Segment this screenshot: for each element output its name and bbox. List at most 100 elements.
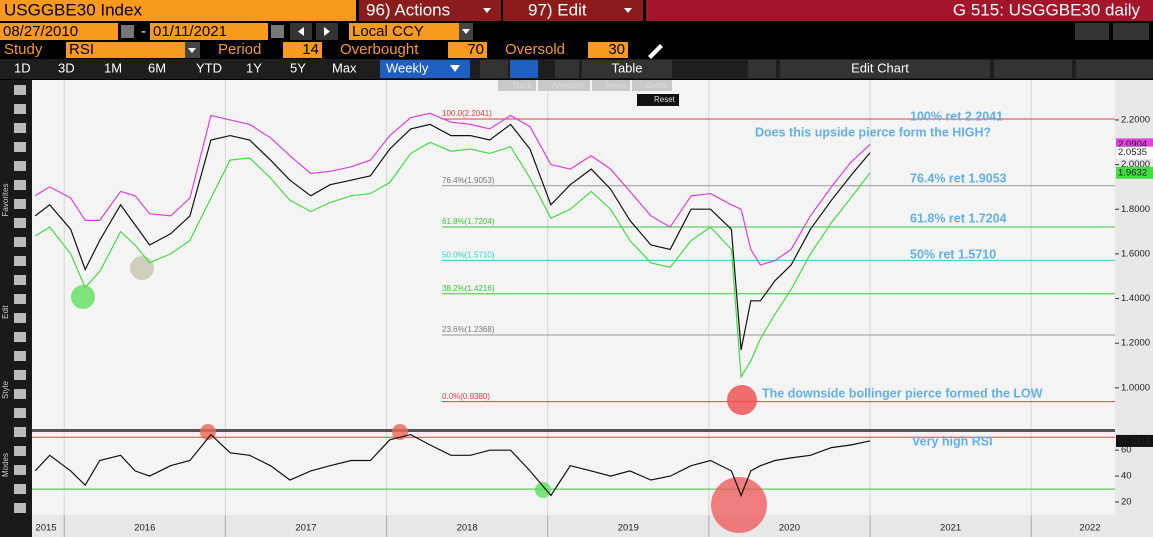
retracement-label: 23.6%(1.2368)	[442, 325, 495, 334]
edit-chart-button[interactable]	[780, 60, 990, 78]
tool-icon[interactable]	[14, 85, 26, 95]
tool-icon[interactable]	[14, 142, 26, 152]
x-tick-label: 2018	[457, 523, 478, 534]
undo-button[interactable]	[1075, 23, 1109, 40]
line-chart-button[interactable]	[480, 60, 508, 78]
pen-icon[interactable]	[648, 44, 663, 59]
currency: Local CCY	[352, 23, 424, 40]
period-button[interactable]	[186, 60, 230, 78]
tool-icon[interactable]	[14, 313, 26, 323]
tool-icon[interactable]	[14, 408, 26, 418]
period-button[interactable]	[94, 60, 134, 78]
x-tick-label: 2021	[940, 523, 961, 534]
period: 14	[302, 41, 319, 58]
side-toolbar	[0, 80, 32, 537]
dropdown-arrow	[188, 48, 196, 53]
chart-tool-label: Zoom	[646, 81, 667, 90]
redo-button[interactable]	[1113, 23, 1149, 40]
tool-icon[interactable]	[14, 104, 26, 114]
x-axis-panel	[32, 515, 1153, 537]
tool-icon[interactable]	[14, 294, 26, 304]
annotation: 61.8% ret 1.7204	[910, 211, 1007, 225]
tool-icon[interactable]	[14, 275, 26, 285]
screen-title-bar	[646, 0, 1153, 21]
tool-icon[interactable]	[14, 218, 26, 228]
tool-icon[interactable]	[14, 332, 26, 342]
calendar-icon[interactable]	[121, 25, 134, 38]
security-field[interactable]	[0, 0, 356, 21]
period-button[interactable]	[48, 60, 88, 78]
highlight-circle	[130, 256, 154, 280]
period-label: 6M	[148, 60, 166, 75]
currency-field[interactable]	[349, 23, 459, 40]
period-field[interactable]	[283, 42, 322, 58]
chart-tool-button[interactable]	[592, 80, 630, 91]
tool-icon[interactable]	[14, 370, 26, 380]
next-arrow	[324, 27, 330, 36]
collapse-button[interactable]	[748, 60, 776, 78]
bar-chart-button[interactable]	[510, 60, 538, 78]
x-tick-label: 2016	[134, 523, 155, 534]
dropdown-arrow	[462, 29, 470, 34]
overbought: 70	[467, 41, 484, 58]
tool-icon[interactable]	[14, 180, 26, 190]
annotation: 76.4% ret 1.9053	[910, 171, 1007, 185]
tool-icon[interactable]	[14, 351, 26, 361]
tool-icon[interactable]	[14, 161, 26, 171]
table: Table	[611, 60, 642, 75]
chart-tool-button[interactable]	[538, 80, 590, 91]
frequency-button[interactable]	[380, 60, 470, 78]
chart-type-dropdown[interactable]	[555, 60, 579, 78]
tool-icon[interactable]	[14, 427, 26, 437]
tool-icon[interactable]	[14, 503, 26, 513]
price-panel	[32, 80, 1115, 430]
tool-icon[interactable]	[14, 446, 26, 456]
y-tick-label: 1.4000	[1121, 293, 1150, 304]
period-label: YTD	[196, 60, 222, 75]
overbought-field[interactable]	[448, 42, 487, 58]
period-button[interactable]	[4, 60, 44, 78]
period-button[interactable]	[138, 60, 178, 78]
period-button[interactable]	[236, 60, 280, 78]
edit-chart: Edit Chart	[851, 60, 909, 75]
start-date-field[interactable]	[0, 23, 118, 40]
period-button[interactable]	[322, 60, 366, 78]
end-date-field[interactable]	[150, 23, 268, 40]
period-label: Period	[218, 41, 261, 58]
actions-menu[interactable]	[359, 0, 501, 21]
study-label: Study	[4, 41, 43, 58]
chart-tool-button[interactable]	[498, 80, 536, 91]
tool-icon[interactable]	[14, 237, 26, 247]
frequency: Weekly	[386, 60, 429, 75]
highlight-circle	[727, 385, 757, 415]
retracement-label: 50.0%(1.5710)	[442, 250, 495, 259]
tool-icon[interactable]	[14, 123, 26, 133]
start-date: 08/27/2010	[3, 23, 78, 40]
chart-tool-label: Track	[512, 81, 533, 90]
edit-menu[interactable]	[503, 0, 643, 21]
reset-button[interactable]	[637, 94, 679, 106]
annotation: Does this upside pierce form the HIGH?	[755, 125, 991, 139]
series-line	[34, 141, 871, 379]
tool-icon[interactable]	[14, 199, 26, 209]
chart-tool-button[interactable]	[632, 80, 672, 91]
annotation: 50% ret 1.5710	[910, 247, 996, 261]
table-button[interactable]	[582, 60, 672, 78]
period-label: 1D	[14, 60, 31, 75]
calendar-icon[interactable]	[271, 25, 284, 38]
oversold: 30	[608, 41, 625, 58]
y-tick-label: 1.2000	[1121, 338, 1150, 349]
tool-icon[interactable]	[14, 465, 26, 475]
settings-button[interactable]	[1076, 60, 1153, 78]
tool-icon[interactable]	[14, 484, 26, 494]
series-line	[34, 112, 871, 266]
period-button[interactable]	[280, 60, 324, 78]
x-tick-label: 2019	[618, 523, 639, 534]
actions-label: 96) Actions	[366, 0, 450, 19]
tool-icon[interactable]	[14, 389, 26, 399]
security: USGGBE30 Index	[4, 0, 142, 19]
annotate-button[interactable]	[994, 60, 1072, 78]
tool-icon[interactable]	[14, 256, 26, 266]
oversold-field[interactable]	[588, 42, 628, 58]
study-field[interactable]	[66, 42, 200, 58]
